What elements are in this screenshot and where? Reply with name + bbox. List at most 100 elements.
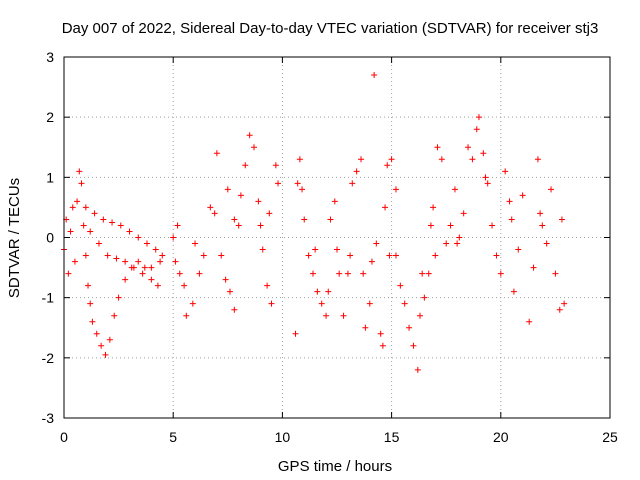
- data-point: [113, 255, 120, 262]
- data-point: [434, 144, 441, 151]
- data-point: [556, 306, 563, 313]
- data-point: [292, 330, 299, 337]
- data-point: [222, 276, 229, 283]
- data-point: [340, 312, 347, 319]
- data-point: [388, 156, 395, 163]
- data-point: [211, 210, 218, 217]
- x-tick-label: 25: [602, 429, 618, 445]
- data-point: [353, 168, 360, 175]
- data-point: [126, 228, 133, 235]
- data-point: [200, 252, 207, 259]
- data-point: [272, 162, 279, 169]
- data-point: [67, 228, 74, 235]
- data-point: [392, 186, 399, 193]
- data-point: [473, 126, 480, 133]
- y-tick-label: 2: [46, 109, 54, 125]
- data-point: [438, 156, 445, 163]
- data-point: [421, 294, 428, 301]
- data-point: [78, 180, 85, 187]
- data-point: [548, 186, 555, 193]
- data-point: [80, 222, 87, 229]
- data-point: [347, 252, 354, 259]
- data-point: [349, 180, 356, 187]
- data-point: [115, 294, 122, 301]
- data-point: [526, 318, 533, 325]
- data-point: [493, 252, 500, 259]
- data-point: [460, 210, 467, 217]
- data-point: [71, 258, 78, 265]
- chart-title: Day 007 of 2022, Sidereal Day-to-day VTE…: [62, 20, 599, 37]
- data-point: [432, 252, 439, 259]
- data-point: [176, 270, 183, 277]
- data-point: [135, 258, 142, 265]
- data-point: [515, 246, 522, 253]
- data-point: [377, 330, 384, 337]
- data-point: [537, 210, 544, 217]
- data-point: [69, 204, 76, 211]
- data-point: [294, 180, 301, 187]
- data-point: [519, 192, 526, 199]
- data-point: [82, 204, 89, 211]
- data-point: [502, 168, 509, 175]
- y-axis-label: SDTVAR / TECUs: [6, 178, 23, 298]
- data-point: [368, 258, 375, 265]
- y-tick-label: -3: [42, 410, 55, 426]
- data-point: [255, 198, 262, 205]
- data-point: [430, 204, 437, 211]
- data-point: [371, 72, 378, 79]
- y-tick-label: -2: [42, 350, 55, 366]
- data-point: [561, 300, 568, 307]
- x-tick-label: 10: [275, 429, 291, 445]
- data-point: [427, 222, 434, 229]
- scatter-points: [61, 72, 568, 373]
- data-point: [213, 150, 220, 157]
- data-point: [318, 300, 325, 307]
- data-point: [469, 156, 476, 163]
- data-point: [327, 216, 334, 223]
- data-point: [268, 300, 275, 307]
- data-point: [266, 210, 273, 217]
- data-point: [484, 180, 491, 187]
- data-point: [189, 300, 196, 307]
- data-point: [111, 312, 118, 319]
- data-point: [257, 222, 264, 229]
- data-point: [506, 198, 513, 205]
- data-point: [104, 252, 111, 259]
- data-point: [91, 210, 98, 217]
- data-point: [152, 246, 159, 253]
- data-point: [386, 252, 393, 259]
- data-point: [170, 234, 177, 241]
- data-point: [218, 252, 225, 259]
- data-point: [401, 300, 408, 307]
- data-point: [530, 264, 537, 271]
- data-point: [325, 288, 332, 295]
- data-point: [231, 216, 238, 223]
- data-point: [275, 180, 282, 187]
- data-point: [65, 270, 72, 277]
- data-point: [159, 252, 166, 259]
- data-point: [358, 156, 365, 163]
- data-point: [539, 222, 546, 229]
- data-point: [312, 246, 319, 253]
- data-point: [130, 264, 137, 271]
- data-point: [148, 264, 155, 271]
- data-point: [139, 270, 146, 277]
- data-point: [382, 204, 389, 211]
- data-point: [122, 276, 129, 283]
- data-point: [552, 270, 559, 277]
- data-point: [174, 222, 181, 229]
- axis-ticks: 0 5 10 15 20 25 -3 -2 -1 0 1 2 3: [42, 49, 618, 445]
- data-point: [87, 228, 94, 235]
- data-point: [89, 318, 96, 325]
- data-point: [242, 162, 249, 169]
- data-point: [510, 288, 517, 295]
- data-point: [416, 312, 423, 319]
- x-tick-label: 15: [384, 429, 400, 445]
- data-point: [489, 222, 496, 229]
- data-point: [237, 192, 244, 199]
- data-point: [87, 300, 94, 307]
- data-point: [235, 222, 242, 229]
- data-point: [379, 342, 386, 349]
- data-point: [296, 156, 303, 163]
- data-point: [366, 300, 373, 307]
